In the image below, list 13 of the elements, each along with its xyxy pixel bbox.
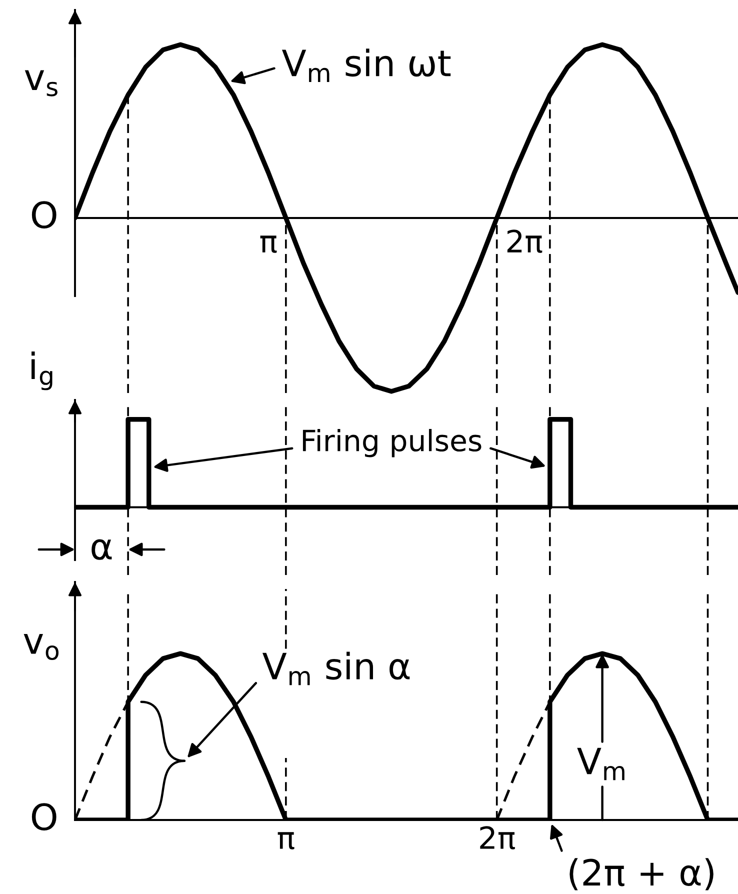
annotation: V$_{m}$: [577, 748, 624, 780]
y-axis-title: v$_{o}$: [24, 634, 59, 660]
annotation: V$_{m}$ sin ωt: [282, 48, 451, 82]
y-axis-title: i$_{g}$: [32, 352, 52, 390]
y-axis-title: v$_{s}$: [24, 70, 58, 96]
annotation: (2π + α): [570, 858, 714, 890]
text: O: [32, 803, 56, 830]
annotation: 2π: [507, 230, 542, 253]
annotation: α: [92, 539, 112, 560]
annotation: Firing pulses: [302, 428, 482, 458]
text: O: [32, 201, 56, 228]
annotation: π: [260, 236, 277, 253]
annotation: V$_{m}$ sin α: [262, 652, 410, 686]
